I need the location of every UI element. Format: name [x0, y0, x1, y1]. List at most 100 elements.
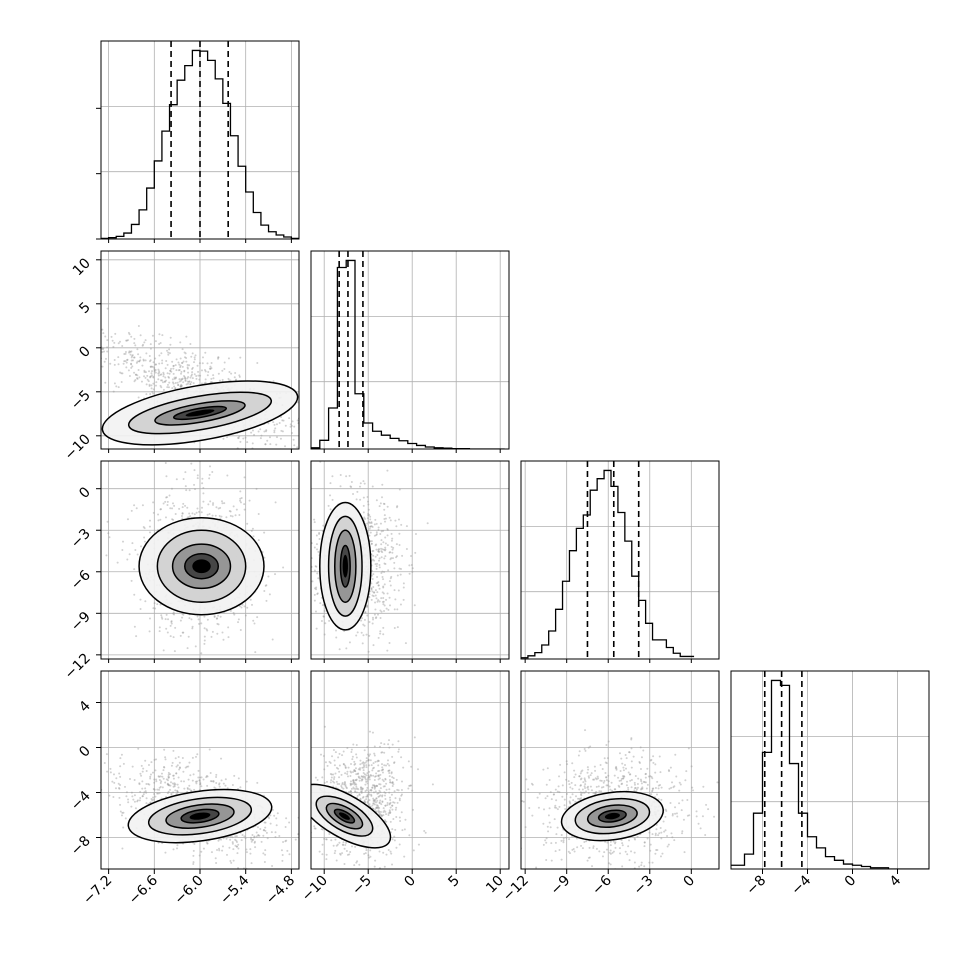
sample-point — [156, 789, 158, 791]
sample-point — [197, 365, 199, 367]
sample-point — [375, 790, 377, 792]
sample-point — [381, 801, 383, 803]
sample-point — [396, 779, 398, 781]
sample-point — [132, 799, 134, 801]
sample-point — [134, 357, 136, 359]
sample-point — [647, 784, 649, 786]
sample-point — [397, 575, 399, 577]
sample-point — [626, 784, 628, 786]
sample-point — [342, 788, 344, 790]
sample-point — [157, 519, 159, 521]
sample-point — [180, 365, 182, 367]
sample-point — [357, 795, 359, 797]
sample-point — [191, 374, 193, 376]
sample-point — [162, 381, 164, 383]
sample-point — [119, 804, 121, 806]
sample-point — [87, 339, 89, 341]
sample-point — [158, 363, 160, 365]
sample-point — [176, 478, 178, 480]
sample-point — [396, 506, 398, 508]
sample-point — [609, 789, 611, 791]
sample-point — [634, 782, 636, 784]
sample-point — [150, 798, 152, 800]
sample-point — [367, 496, 369, 498]
sample-point — [285, 840, 287, 842]
sample-point — [201, 686, 203, 688]
sample-point — [631, 767, 633, 769]
sample-point — [674, 813, 676, 815]
sample-point — [293, 439, 295, 441]
sample-point — [381, 795, 383, 797]
sample-point — [542, 823, 544, 825]
sample-point — [371, 540, 373, 542]
sample-point — [338, 842, 340, 844]
sample-point — [346, 747, 348, 749]
sample-point — [136, 507, 138, 509]
sample-point — [394, 839, 396, 841]
sample-point — [378, 526, 380, 528]
sample-point — [131, 580, 133, 582]
sample-point — [167, 354, 169, 356]
sample-point — [407, 788, 409, 790]
sample-point — [141, 365, 143, 367]
sample-point — [207, 514, 209, 516]
sample-point — [170, 368, 172, 370]
sample-point — [324, 726, 326, 728]
sample-point — [234, 372, 236, 374]
sample-point — [379, 801, 381, 803]
sample-point — [343, 863, 345, 865]
sample-point — [295, 589, 297, 591]
sample-point — [383, 610, 385, 612]
sample-point — [285, 597, 287, 599]
sample-point — [180, 378, 182, 380]
sample-point — [381, 484, 383, 486]
sample-point — [570, 872, 572, 874]
sample-point — [347, 854, 349, 856]
sample-point — [119, 776, 121, 778]
sample-point — [391, 540, 393, 542]
sample-point — [561, 859, 563, 861]
sample-point — [193, 843, 195, 845]
sample-point — [302, 581, 304, 583]
sample-point — [597, 776, 599, 778]
sample-point — [345, 767, 347, 769]
sample-point — [199, 362, 201, 364]
sample-point — [153, 361, 155, 363]
sample-point — [73, 765, 75, 767]
sample-point — [121, 814, 123, 816]
sample-point — [359, 499, 361, 501]
sample-point — [549, 807, 551, 809]
sample-point — [85, 333, 87, 335]
sample-point — [165, 516, 167, 518]
sample-point — [382, 576, 384, 578]
sample-point — [157, 514, 159, 516]
sample-point — [362, 776, 364, 778]
sample-point — [301, 806, 303, 808]
sample-point — [584, 729, 586, 731]
sample-point — [175, 757, 177, 759]
sample-point — [229, 839, 231, 841]
sample-point — [399, 489, 401, 491]
sample-point — [368, 764, 370, 766]
sample-point — [641, 782, 643, 784]
sample-point — [389, 558, 391, 560]
sample-point — [133, 338, 135, 340]
sample-point — [594, 766, 596, 768]
sample-point — [233, 775, 235, 777]
sample-point — [209, 500, 211, 502]
sample-point — [228, 847, 230, 849]
sample-point — [237, 437, 239, 439]
sample-point — [160, 780, 162, 782]
sample-point — [115, 777, 117, 779]
sample-point — [392, 744, 394, 746]
sample-point — [648, 832, 650, 834]
sample-point — [364, 801, 366, 803]
sample-point — [342, 782, 344, 784]
sample-point — [212, 374, 214, 376]
sample-point — [111, 336, 113, 338]
sample-point — [153, 388, 155, 390]
sample-point — [350, 793, 352, 795]
sample-point — [130, 354, 132, 356]
sample-point — [609, 786, 611, 788]
sample-point — [267, 837, 269, 839]
